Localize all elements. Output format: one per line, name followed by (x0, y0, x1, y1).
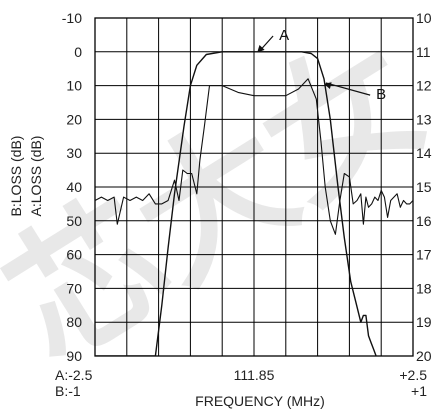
left-tick-label: 20 (66, 111, 82, 127)
left-axis-ticks: -10 0 10 20 30 40 50 60 70 80 90 (62, 10, 82, 364)
callout-arrowhead-a (257, 45, 265, 53)
plot-frame (94, 17, 414, 357)
left-tick-label: 70 (66, 280, 82, 296)
left-tick-label: 0 (74, 44, 82, 60)
series-line-b (95, 78, 413, 235)
right-tick-label: 15 (416, 179, 432, 195)
left-tick-label: 80 (66, 314, 82, 330)
callout-label-b: B (376, 86, 386, 103)
right-tick-label: 12 (416, 78, 432, 94)
right-tick-label: 18 (416, 280, 432, 296)
right-tick-label: 13 (416, 111, 432, 127)
left-tick-label: -10 (62, 10, 82, 26)
left-tick-label: 90 (66, 348, 82, 364)
left-tick-label: 10 (66, 78, 82, 94)
right-tick-label: 10 (416, 10, 432, 26)
x-tick-label-bottom: +1 (411, 383, 427, 399)
x-tick-label-top: 111.85 (234, 367, 275, 383)
right-tick-label: 20 (416, 348, 432, 364)
right-axis-ticks: 10 11 12 13 14 15 16 17 18 19 20 (416, 10, 432, 364)
right-tick-label: 19 (416, 314, 432, 330)
x-axis-title: FREQUENCY (MHz) (195, 393, 325, 409)
grid (95, 18, 413, 356)
x-tick-label-top: A:-2.5 (55, 367, 93, 383)
series-line-a (95, 51, 377, 356)
right-tick-label: 17 (416, 247, 432, 263)
left-tick-label: 60 (66, 247, 82, 263)
y-axis-title-a: A:LOSS (dB) (28, 136, 44, 217)
left-tick-label: 40 (66, 179, 82, 195)
y-axis-title-b: B:LOSS (dB) (8, 136, 24, 217)
x-axis-ticks: A:-2.5 111.85 +2.5 B:-1 +1 (55, 367, 427, 399)
annotation-layer: AB (257, 27, 386, 103)
callout-leader-b (325, 82, 371, 96)
callout-label-a: A (279, 27, 289, 44)
right-tick-label: 11 (416, 44, 431, 60)
left-tick-label: 50 (66, 213, 82, 229)
x-tick-label-bottom: B:-1 (55, 383, 81, 399)
callout-arrowhead-b (323, 82, 332, 89)
right-tick-label: 16 (416, 213, 432, 229)
series-layer (95, 51, 413, 356)
left-tick-label: 30 (66, 145, 82, 161)
right-tick-label: 14 (416, 145, 432, 161)
x-tick-label-top: +2.5 (399, 367, 427, 383)
